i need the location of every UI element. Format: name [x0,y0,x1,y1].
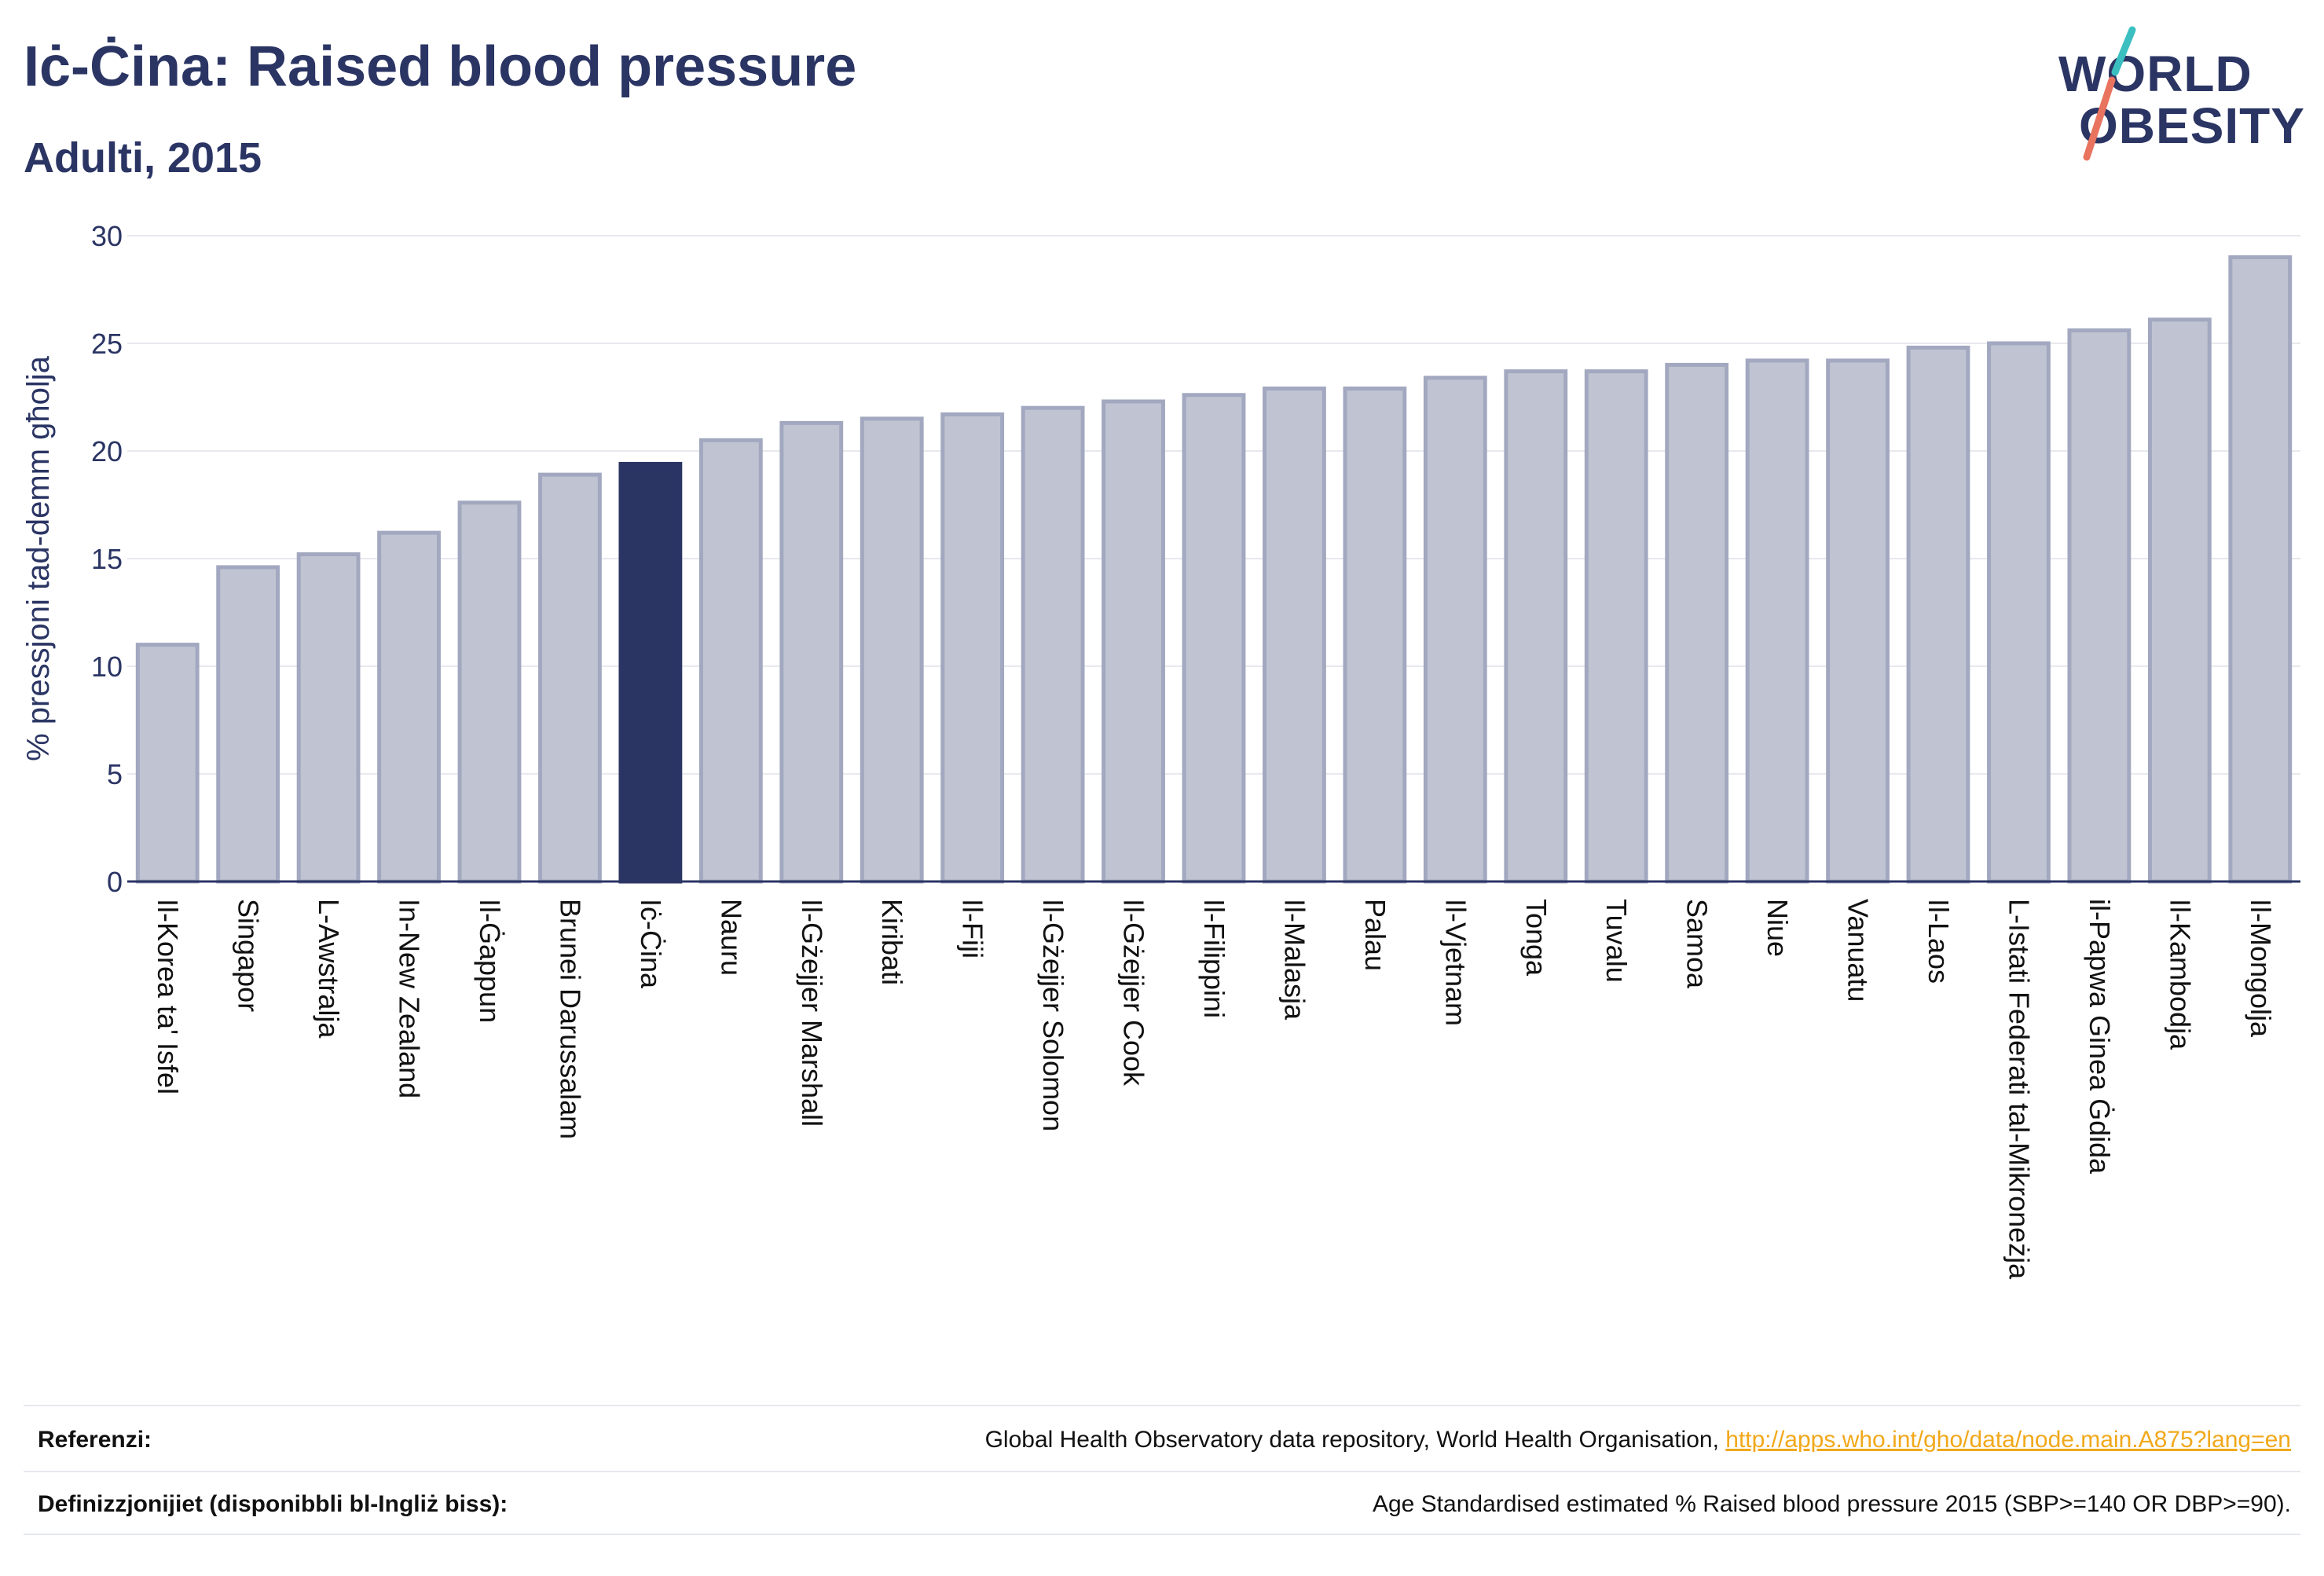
bar [2067,328,2132,884]
y-tick-label: 30 [91,220,123,252]
bar [860,416,924,884]
bar [1906,345,1970,884]
y-tick-label: 15 [91,543,123,575]
definitions-label: Definizzjonijiet (disponibbli bl-Ingliż … [38,1491,508,1517]
chart-bars [135,255,2293,884]
references-text: Global Health Observatory data repositor… [985,1427,2291,1453]
bar [779,420,844,884]
bar [1263,387,1326,884]
x-tick-label: Il-Kambodja [2164,899,2196,1050]
bar [457,500,522,884]
bar-highlighted [618,461,683,884]
bar [1102,399,1165,884]
x-tick-label: In-New Zealand [394,899,426,1098]
x-tick-label: L-Awstralja [313,899,345,1039]
x-tick-label: Il-Malasja [1278,899,1310,1021]
bar [1584,369,1648,884]
bar [2228,255,2293,884]
x-tick-label: Il-Laos [1923,899,1955,984]
logo-word-top: WORLD [2058,46,2253,102]
bar [2147,317,2212,884]
bar [940,412,1005,884]
x-tick-label: Samoa [1681,899,1714,989]
y-tick-label: 0 [107,866,123,898]
bar [1504,369,1568,884]
x-tick-label: Iċ-Ċina [635,899,667,989]
y-tick-label: 25 [91,328,123,360]
x-tick-label: Tuvalu [1600,899,1633,983]
x-tick-label: Nauru [715,899,747,976]
x-tick-label: Vanuatu [1842,899,1875,1002]
world-obesity-logo: WORLD OBESITY [2051,24,2310,165]
y-axis-ticks: 0 5 10 15 20 25 30 [91,220,123,898]
footer-divider-top [24,1405,2300,1406]
x-tick-label: Tonga [1520,899,1552,977]
bar [1665,362,1729,884]
x-tick-label: Il-Fiji [957,899,989,958]
x-axis-ticks: Il-Korea ta' Isfel Singapor L-Awstralja In-… [152,899,2277,1280]
bar [1021,405,1085,884]
bar [1343,387,1407,884]
bar-chart: 0 5 10 15 20 25 30 Il-Korea ta' Isfel Singapor L… [21,220,2300,1280]
bar [216,565,280,884]
page-subtitle: Adulti, 2015 [24,134,262,181]
x-tick-label: Il-Korea ta' Isfel [152,899,184,1094]
x-tick-label: il-Papwa Ginea Ġdida [2084,899,2116,1175]
footer-divider-middle [24,1471,2300,1472]
definitions-text: Age Standardised estimated % Raised bloo… [1372,1491,2291,1517]
bar [538,472,602,884]
page-title: Iċ-Ċina: Raised blood pressure [24,35,857,98]
y-tick-label: 20 [91,435,123,467]
bar [698,438,763,884]
bar [1987,341,2051,884]
logo-word-bottom: OBESITY [2079,97,2305,154]
x-tick-label: Kiribati [876,899,908,985]
y-tick-label: 5 [107,758,123,790]
x-tick-label: Il-Filippini [1198,899,1230,1018]
x-tick-label: Il-Ġappun [474,899,506,1023]
bar [1423,376,1487,884]
y-tick-label: 10 [91,651,123,683]
y-axis-label: % pressjoni tad-demm għolja [21,355,56,761]
footer-divider-bottom [24,1534,2300,1535]
logo-slash-icon [2083,26,2136,161]
x-tick-label: Il-Mongolja [2245,899,2277,1038]
references-source: Global Health Observatory data repositor… [984,1427,1719,1453]
x-tick-label: Singapor [233,899,265,1012]
x-tick-label: Brunei Darussalam [554,899,586,1139]
references-label: Referenzi: [38,1427,152,1453]
x-tick-label: Niue [1761,899,1794,957]
bar [296,552,361,884]
x-tick-label: Il-Gżejjer Cook [1118,899,1150,1087]
x-tick-label: L-Istati Federati tal-Mikroneżja [2003,899,2035,1280]
bar [377,530,441,884]
x-tick-label: Palau [1359,899,1391,971]
bar [135,643,200,884]
x-tick-label: Il-Gżejjer Solomon [1037,899,1069,1131]
x-tick-label: Il-Vjetnam [1439,899,1472,1026]
x-tick-label: Il-Gżejjer Marshall [796,899,828,1127]
bar [1182,393,1246,884]
references-link[interactable]: http://apps.who.int/gho/data/node.main.A… [1725,1427,2291,1453]
bar [1745,358,1809,884]
bar [1826,358,1890,884]
